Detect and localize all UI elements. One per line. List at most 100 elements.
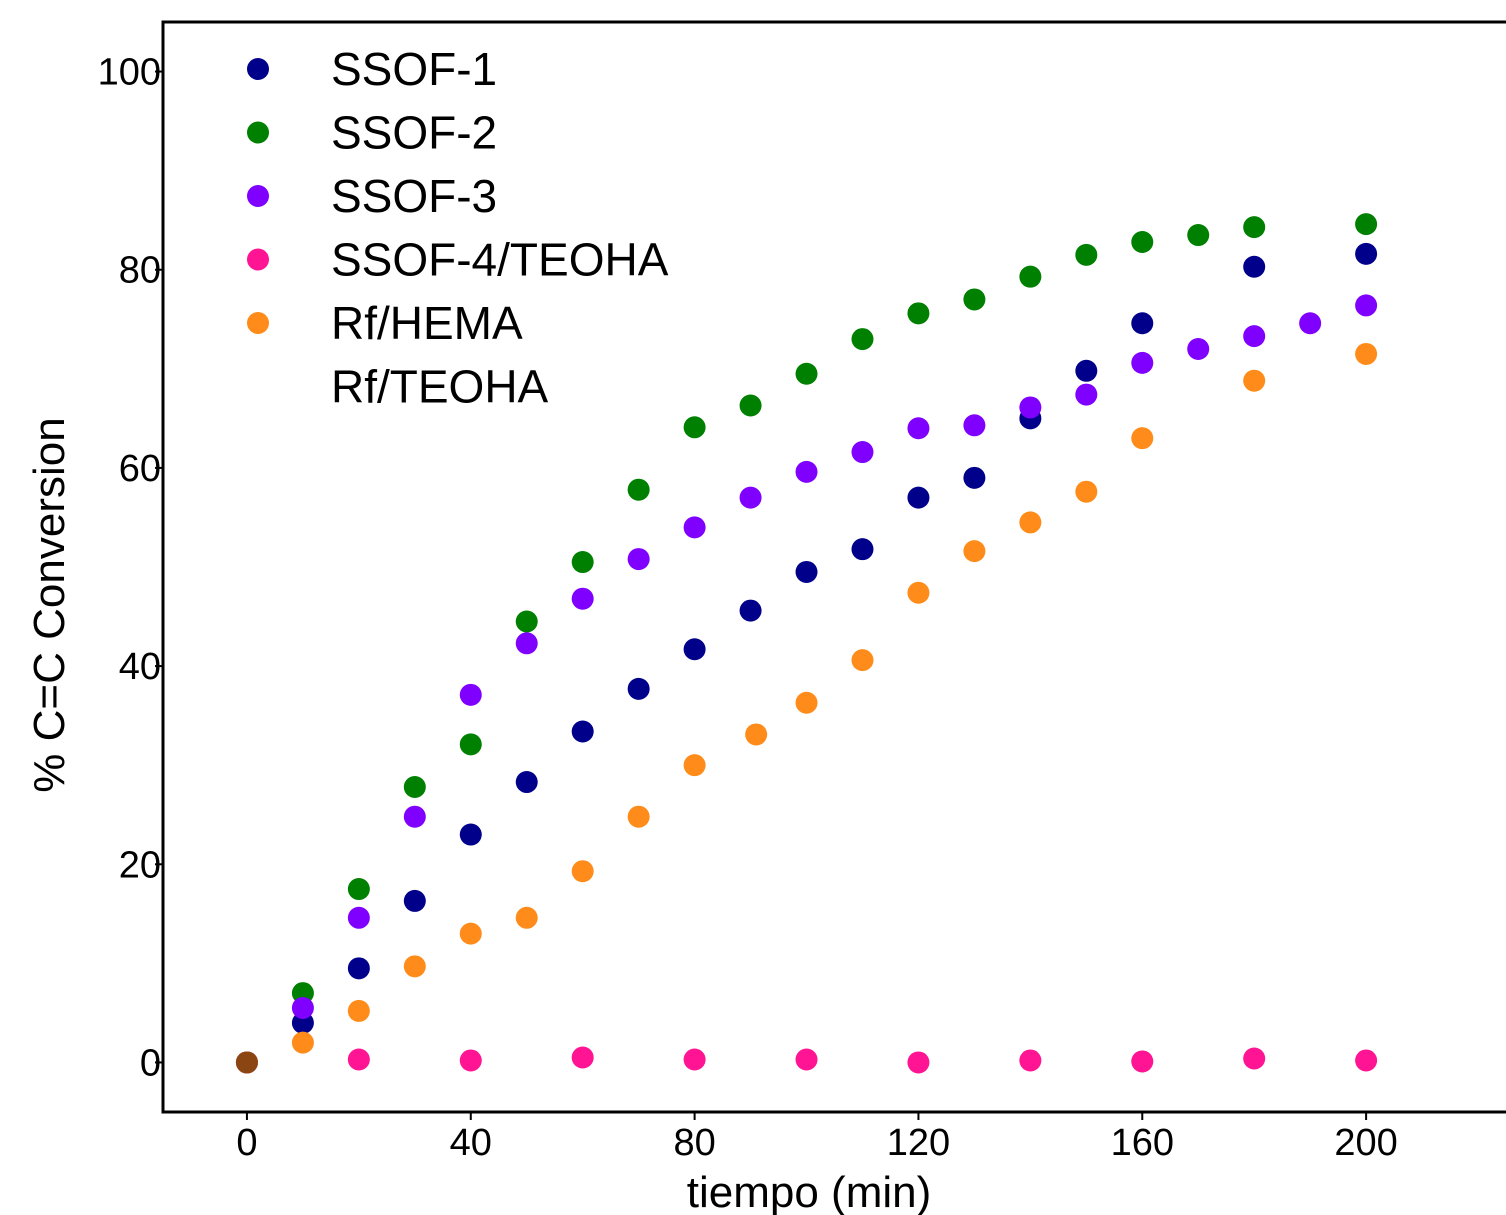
data-point-ssof-3 <box>683 516 706 539</box>
data-points <box>235 213 1378 1074</box>
data-point-ssof-1 <box>907 486 930 509</box>
data-point-ssof-2 <box>1243 216 1266 239</box>
data-point-ssof-2 <box>1131 230 1154 253</box>
data-point-ssof-2 <box>571 551 594 574</box>
data-point-ssof-3 <box>851 441 874 464</box>
x-tick-label: 80 <box>673 1122 715 1164</box>
data-point-rf-hema <box>1075 480 1098 503</box>
data-point-ssof-1 <box>1131 312 1154 335</box>
legend-label: SSOF-4/TEOHA <box>331 234 669 286</box>
data-point-ssof-3 <box>1355 294 1378 317</box>
data-point-ssof-2 <box>347 878 370 901</box>
data-point-ssof-3 <box>1187 338 1210 360</box>
data-point-ssof-1 <box>1243 255 1266 278</box>
data-point-rf-hema <box>403 955 426 978</box>
data-point-rf-hema <box>683 754 706 777</box>
legend-marker <box>247 312 269 334</box>
x-tick-label: 0 <box>236 1122 257 1164</box>
data-point-ssof-3 <box>907 417 930 440</box>
data-point-ssof-1 <box>683 638 706 661</box>
data-point-ssof-2 <box>963 288 986 311</box>
legend: SSOF-1 SSOF-2 SSOF-3 SSOF-4/TEOHA Rf/HEMA Rf/… <box>247 43 669 413</box>
data-point-ssof-1 <box>459 823 482 846</box>
data-point-ssof-4-teoha <box>795 1048 818 1071</box>
data-point-ssof-3 <box>347 906 370 929</box>
data-point-ssof-2 <box>683 416 706 439</box>
series-ssof-3 <box>235 294 1378 1074</box>
legend-label: Rf/HEMA <box>331 297 523 349</box>
x-tick-label: 120 <box>887 1122 950 1164</box>
data-point-ssof-1 <box>571 720 594 743</box>
data-point-ssof-2 <box>907 302 930 325</box>
data-point-ssof-1 <box>347 957 370 980</box>
legend-marker <box>247 248 269 271</box>
x-axis-label: tiempo (min) <box>687 1168 932 1215</box>
y-tick-label: 0 <box>140 1042 161 1084</box>
legend-label: SSOF-2 <box>331 107 497 159</box>
data-point-ssof-1 <box>795 560 818 583</box>
data-point-rf-teoha <box>235 1051 258 1074</box>
legend-label: Rf/TEOHA <box>331 361 549 413</box>
x-axis-ticks: 0 40 80 120 160 200 <box>236 1112 1398 1164</box>
data-point-ssof-4-teoha <box>571 1046 594 1069</box>
data-point-ssof-3 <box>739 486 762 509</box>
data-point-ssof-2 <box>459 733 482 756</box>
data-point-ssof-3 <box>1243 325 1266 348</box>
y-tick-label: 60 <box>119 448 161 490</box>
legend-label: SSOF-3 <box>331 170 497 222</box>
data-point-ssof-3 <box>795 460 818 483</box>
data-point-ssof-4-teoha <box>1131 1050 1154 1073</box>
data-point-ssof-1 <box>403 889 426 912</box>
data-point-ssof-3 <box>1075 383 1098 406</box>
data-point-ssof-2 <box>795 362 818 385</box>
legend-marker <box>247 58 269 80</box>
data-point-ssof-3 <box>403 805 426 828</box>
data-point-ssof-4-teoha <box>907 1051 930 1074</box>
data-point-ssof-3 <box>963 414 986 437</box>
data-point-ssof-3 <box>627 548 650 571</box>
series-ssof-4-teoha <box>235 1046 1378 1074</box>
data-point-ssof-2 <box>739 394 762 417</box>
x-tick-label: 200 <box>1334 1122 1397 1164</box>
series-rf-hema <box>235 342 1378 1074</box>
data-point-rf-hema <box>907 581 930 604</box>
data-point-ssof-3 <box>1019 396 1042 419</box>
data-point-rf-hema <box>571 860 594 883</box>
data-point-rf-hema <box>291 1031 314 1054</box>
data-point-ssof-2 <box>515 610 538 633</box>
data-point-ssof-4-teoha <box>459 1049 482 1072</box>
data-point-ssof-3 <box>1299 312 1322 335</box>
data-point-rf-hema <box>459 922 482 945</box>
legend-marker <box>247 121 269 144</box>
data-point-rf-hema <box>1131 427 1154 450</box>
data-point-ssof-4-teoha <box>1019 1049 1042 1072</box>
data-point-ssof-1 <box>515 771 538 794</box>
data-point-ssof-2 <box>1187 224 1210 247</box>
y-tick-label: 100 <box>98 52 161 94</box>
data-point-rf-hema <box>1019 511 1042 534</box>
data-point-ssof-1 <box>627 677 650 700</box>
data-point-ssof-1 <box>1075 359 1098 382</box>
data-point-ssof-1 <box>739 599 762 622</box>
legend-label: SSOF-1 <box>331 43 497 95</box>
data-point-ssof-3 <box>459 683 482 706</box>
y-axis-ticks: 0 20 40 60 80 100 <box>98 52 163 1084</box>
data-point-rf-hema <box>627 805 650 828</box>
data-point-ssof-4-teoha <box>1355 1049 1378 1072</box>
y-axis-label: % C=C Conversion <box>25 417 74 792</box>
data-point-ssof-1 <box>963 466 986 489</box>
data-point-rf-hema <box>1243 369 1266 392</box>
data-point-ssof-3 <box>1131 351 1154 374</box>
data-point-ssof-2 <box>403 775 426 798</box>
legend-marker <box>247 185 269 207</box>
data-point-ssof-4-teoha <box>683 1048 706 1071</box>
data-point-rf-hema <box>347 999 370 1022</box>
y-tick-label: 20 <box>119 844 161 886</box>
data-point-ssof-3 <box>571 587 594 610</box>
data-point-rf-hema <box>745 723 768 746</box>
data-point-ssof-1 <box>1355 242 1378 265</box>
data-point-ssof-2 <box>851 328 874 351</box>
x-tick-label: 40 <box>450 1122 492 1164</box>
y-tick-label: 80 <box>119 250 161 292</box>
